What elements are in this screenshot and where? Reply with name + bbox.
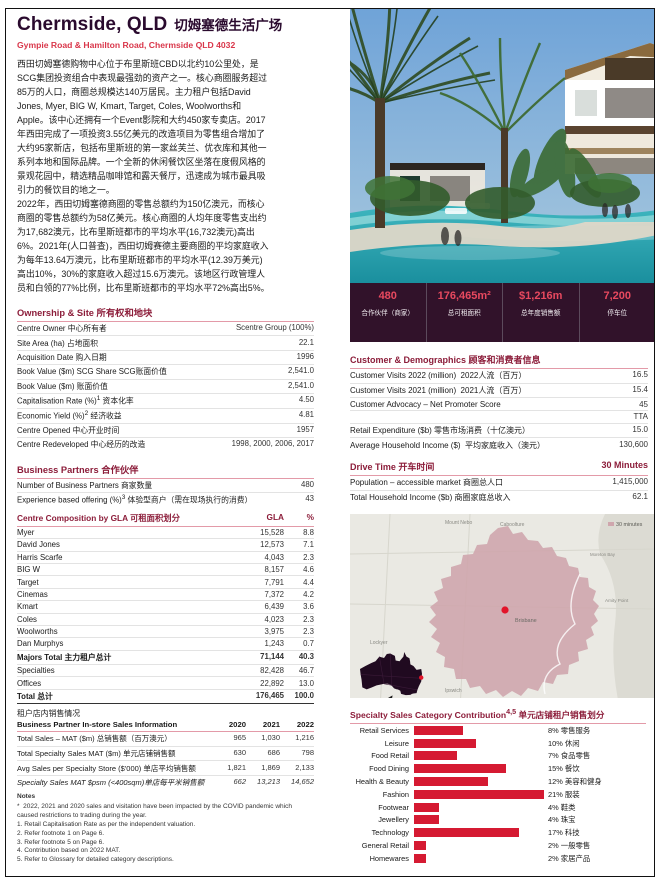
- svg-text:Moreton Bay: Moreton Bay: [590, 552, 616, 557]
- svg-text:Ipswich: Ipswich: [445, 688, 462, 694]
- svg-text:Amity Point: Amity Point: [605, 598, 629, 603]
- svg-text:Brisbane: Brisbane: [515, 618, 537, 624]
- svg-text:30 minutes: 30 minutes: [616, 522, 643, 528]
- svg-text:Lockyer: Lockyer: [370, 640, 388, 646]
- svg-text:Caboolture: Caboolture: [500, 522, 525, 528]
- svg-text:Mount Nebo: Mount Nebo: [445, 520, 472, 526]
